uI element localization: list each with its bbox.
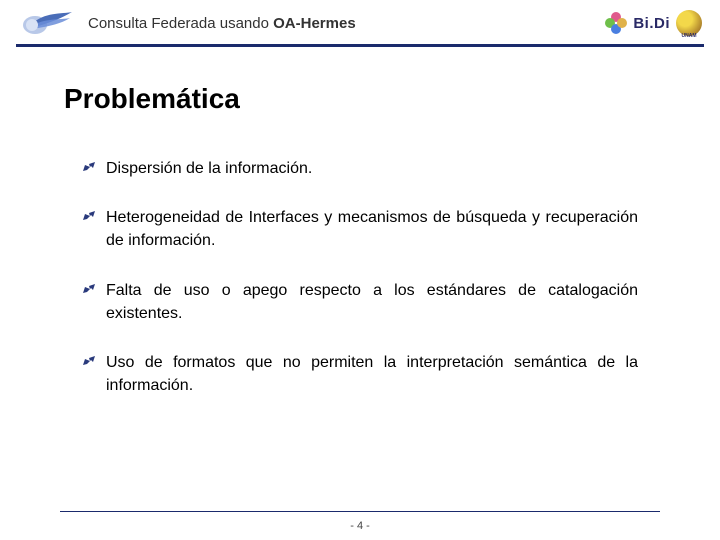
breadcrumb-bold: OA-Hermes (273, 15, 356, 32)
arrow-bullet-icon (82, 160, 96, 174)
list-item: Dispersión de la información. (82, 157, 638, 180)
list-item: Heterogeneidad de Interfaces y mecanismo… (82, 206, 638, 252)
unam-seal-icon: UNAM (676, 10, 702, 36)
brand-bidi-label: Bi.Di (633, 15, 670, 32)
arrow-bullet-icon (82, 354, 96, 368)
page-number: - 4 - (0, 520, 720, 532)
arrow-bullet-icon (82, 209, 96, 223)
wing-logo (18, 8, 74, 38)
bullet-list: Dispersión de la información. Heterogene… (64, 157, 656, 397)
unam-label: UNAM (682, 33, 697, 39)
brand-logos: Bi.Di UNAM (592, 9, 702, 37)
footer-divider (60, 511, 660, 512)
breadcrumb-plain: Consulta Federada usando (88, 15, 273, 32)
bullet-text: Uso de formatos que no permiten la inter… (106, 351, 638, 397)
slide-title: Problemática (64, 83, 656, 115)
list-item: Falta de uso o apego respecto a los está… (82, 279, 638, 325)
slide-content: Problemática Dispersión de la informació… (0, 47, 720, 397)
slide-header: Consulta Federada usando OA-Hermes Bi.Di… (0, 0, 720, 44)
bullet-text: Dispersión de la información. (106, 157, 638, 180)
knot-icon (605, 12, 627, 34)
arrow-bullet-icon (82, 282, 96, 296)
header-breadcrumb: Consulta Federada usando OA-Hermes (84, 15, 582, 32)
bullet-text: Heterogeneidad de Interfaces y mecanismo… (106, 206, 638, 252)
bullet-text: Falta de uso o apego respecto a los está… (106, 279, 638, 325)
list-item: Uso de formatos que no permiten la inter… (82, 351, 638, 397)
